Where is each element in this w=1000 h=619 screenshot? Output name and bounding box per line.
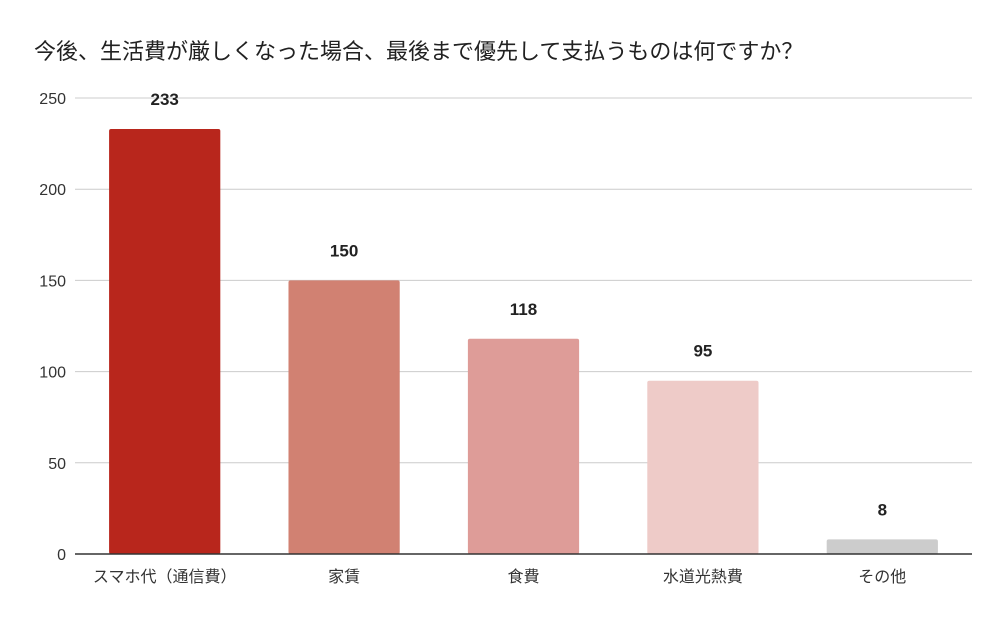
bar [467,338,580,554]
y-tick-label: 150 [39,273,66,290]
x-tick-label: スマホ代（通信費） [93,567,237,586]
x-tick-label: 家賃 [328,567,360,586]
data-label: 8 [878,500,887,519]
bar [826,539,938,554]
data-label: 150 [330,241,358,260]
data-label: 233 [151,90,179,109]
y-tick-label: 200 [39,182,66,199]
bar [647,380,759,554]
x-tick-label: 食費 [507,567,539,586]
data-label: 118 [510,300,537,319]
x-tick-label: 水道光熱費 [663,567,743,586]
y-tick-label: 100 [39,365,66,382]
data-label: 95 [693,342,712,361]
y-tick-label: 0 [57,547,66,564]
x-tick-label: その他 [858,567,906,586]
bar [288,280,400,554]
y-tick-label: 50 [48,456,66,473]
y-tick-label: 250 [39,91,66,108]
chart-title: 今後、生活費が厳しくなった場合、最後まで優先して支払うものは何ですか？ [34,40,804,65]
bar [109,129,221,554]
